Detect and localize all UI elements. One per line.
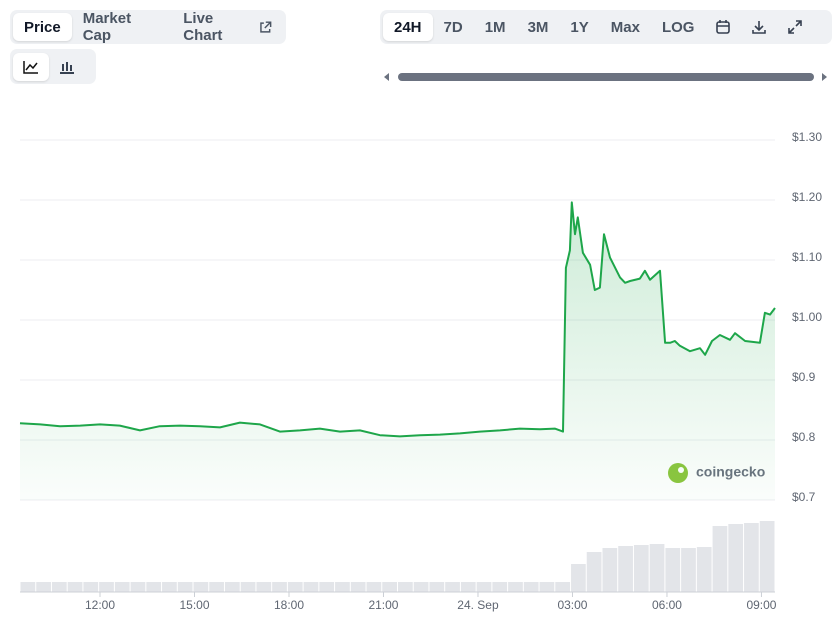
volume-bar (728, 524, 744, 592)
volume-bar (665, 548, 681, 592)
volume-bar (272, 582, 287, 592)
volume-bar (712, 526, 728, 592)
volume-bar (429, 582, 445, 592)
volume-bar (681, 548, 696, 592)
calendar-button[interactable] (705, 13, 741, 41)
volume-bar (146, 582, 162, 592)
volume-bar (256, 582, 272, 592)
range-button[interactable]: 7D (443, 18, 463, 36)
x-tick-label: 12:00 (85, 598, 115, 612)
range-group: 24H 7D 1M 3M 1Y Max LOG (380, 10, 832, 44)
range-button[interactable]: LOG (661, 18, 695, 36)
candle-icon (60, 61, 74, 74)
volume-bar (240, 582, 256, 592)
volume-bar (83, 582, 99, 592)
range-button[interactable]: 1M (484, 18, 506, 36)
x-tick-label: 21:00 (368, 598, 398, 612)
volume-bar (303, 582, 319, 592)
tab-label: Live Chart (183, 10, 223, 44)
volume-bar (51, 582, 67, 592)
volume-bar (99, 582, 114, 592)
volume-bar (20, 582, 36, 592)
volume-bar (571, 564, 586, 592)
volume-bar (382, 582, 397, 592)
y-tick-label: $1.10 (792, 250, 822, 264)
volume-bar (539, 582, 555, 592)
volume-bar (398, 582, 413, 592)
volume-bar (319, 582, 335, 592)
volume-bar (413, 582, 429, 592)
volume-bar (460, 582, 476, 592)
candle-chart-button[interactable] (49, 53, 85, 81)
volume-bar (350, 582, 366, 592)
volume-bar (602, 548, 618, 592)
x-tick-label: 03:00 (557, 598, 587, 612)
expand-icon (788, 20, 803, 34)
volume-bar (508, 582, 523, 592)
download-button[interactable] (741, 13, 777, 41)
volume-bar (492, 582, 508, 592)
volume-bar (476, 582, 492, 592)
range-button[interactable]: 3M (527, 18, 549, 36)
price-line (19, 201, 776, 438)
volume-bar (523, 582, 539, 592)
line-icon (23, 60, 38, 74)
tab-group: Price Market Cap Live Chart (10, 10, 286, 44)
y-tick-label: $0.7 (792, 490, 816, 504)
volume-bar (618, 546, 633, 592)
tab[interactable]: Live Chart (172, 10, 283, 44)
plot: $0.7 $0.8 $0.9 $1.00 $1.10 $1.20 $1.30 12:00 15:… (19, 130, 822, 612)
x-tick-label: 15:00 (179, 598, 209, 612)
tab[interactable]: Market Cap (82, 10, 132, 44)
x-tick-label: 18:00 (274, 598, 304, 612)
volume-bar (287, 582, 303, 592)
volume-bar (335, 582, 350, 592)
volume-bar (555, 582, 571, 592)
y-tick-label: $1.00 (792, 310, 822, 324)
line-chart-button[interactable] (13, 52, 49, 81)
calendar-icon (716, 20, 731, 34)
download-icon (752, 21, 767, 34)
volume-bar (649, 544, 665, 592)
volume-bar (114, 582, 130, 592)
range-button[interactable]: Max (610, 18, 640, 36)
volume-bar (130, 582, 146, 592)
volume-bar (744, 523, 759, 592)
volume-bar (193, 582, 209, 592)
volume-bar (366, 582, 382, 592)
volume-bar (36, 582, 51, 592)
fullscreen-button[interactable] (777, 13, 813, 41)
volume-bar (162, 582, 177, 592)
x-tick-label: 24. Sep (457, 598, 499, 612)
volume-bar (759, 521, 775, 592)
chart-type-group (10, 49, 96, 84)
range-button[interactable]: 1Y (570, 18, 589, 36)
y-tick-label: $1.30 (792, 130, 822, 144)
volume-bar (586, 552, 602, 592)
external-icon (260, 20, 272, 33)
y-tick-label: $0.9 (792, 370, 816, 384)
x-tick-label: 09:00 (746, 598, 776, 612)
volume-bar (209, 582, 224, 592)
volume-bar (696, 547, 712, 592)
volume-bar (67, 582, 83, 592)
volume-bar (445, 582, 460, 592)
y-tick-label: $0.8 (792, 430, 816, 444)
x-tick-label: 06:00 (652, 598, 682, 612)
range-button[interactable]: 24H (383, 13, 433, 41)
volume-bar (177, 582, 193, 592)
y-tick-label: $1.20 (792, 190, 822, 204)
volume-bar (633, 545, 649, 592)
area-fill (20, 202, 775, 500)
scrollbar[interactable] (384, 73, 827, 81)
tab[interactable]: Price (13, 13, 72, 41)
volume-bar (224, 582, 240, 592)
